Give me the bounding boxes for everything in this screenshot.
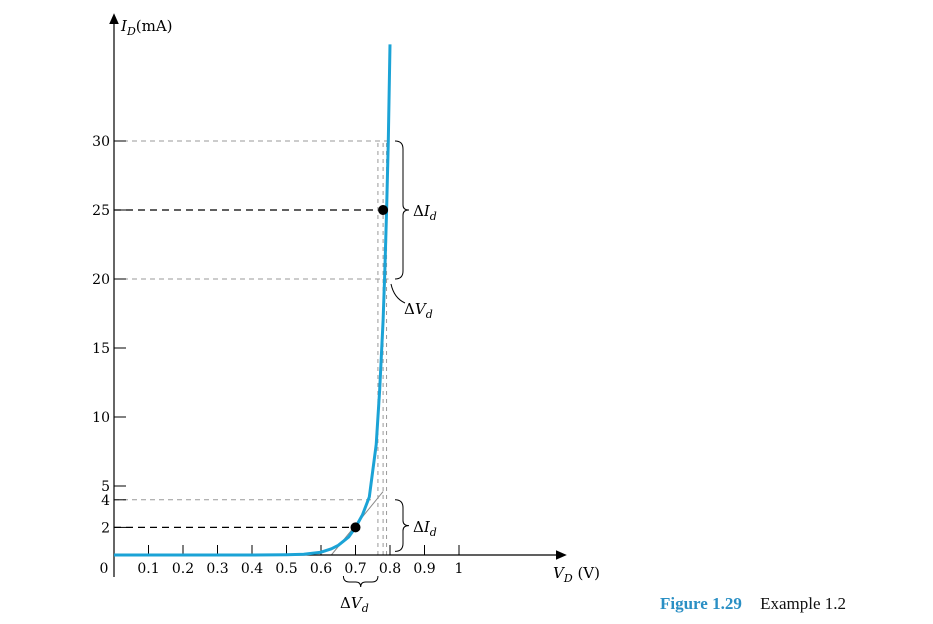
y-tick-label: 2 xyxy=(101,520,110,536)
brace-delta-vd-lower xyxy=(342,575,379,588)
y-axis-title: ID(mA) xyxy=(120,17,173,38)
x-tick-label: 0.8 xyxy=(379,561,401,577)
figure-caption-text: Example 1.2 xyxy=(760,594,847,613)
brace-delta-id-lower xyxy=(394,499,410,552)
x-tick-label: 0.7 xyxy=(344,561,366,577)
label-delta-id-upper: ΔId xyxy=(413,202,437,223)
label-delta-id-lower: ΔId xyxy=(413,518,437,539)
y-tick-label: 20 xyxy=(92,272,110,288)
y-tick-label: 15 xyxy=(92,341,110,357)
y-tick-label: 5 xyxy=(101,479,110,495)
x-tick-label: 0.9 xyxy=(413,561,435,577)
diode-curve xyxy=(114,44,392,557)
figure-number: Figure 1.29 xyxy=(660,594,742,613)
label-delta-vd-lower: ΔVd xyxy=(340,594,369,615)
x-axis-title: VD (V) xyxy=(553,564,600,585)
y-tick-label: 30 xyxy=(92,134,110,150)
figure-caption: Figure 1.29 Example 1.2 xyxy=(660,594,846,614)
operating-point xyxy=(378,205,389,215)
y-tick-label: 25 xyxy=(92,203,110,219)
x-tick-label: 1 xyxy=(455,561,464,577)
x-origin-label: 0 xyxy=(100,561,109,577)
x-tick-label: 0.2 xyxy=(172,561,194,577)
label-delta-vd-upper: ΔVd xyxy=(404,300,433,321)
x-tick-label: 0.4 xyxy=(241,561,263,577)
operating-point xyxy=(350,522,361,533)
pointer-delta-vd-upper xyxy=(390,283,406,304)
y-tick-label: 4 xyxy=(101,493,110,509)
x-tick-label: 0.6 xyxy=(310,561,332,577)
brace-delta-id-upper xyxy=(394,140,410,280)
x-tick-label: 0.3 xyxy=(206,561,228,577)
y-tick-label: 10 xyxy=(92,410,110,426)
x-tick-label: 0.1 xyxy=(137,561,159,577)
x-tick-label: 0.5 xyxy=(275,561,297,577)
